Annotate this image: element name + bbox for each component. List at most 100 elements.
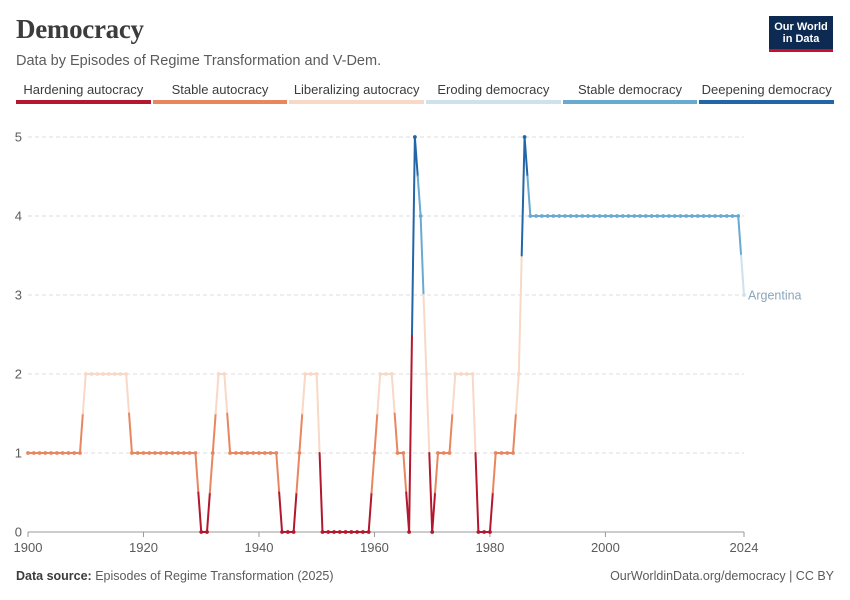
data-point[interactable]	[563, 214, 567, 218]
data-point[interactable]	[597, 214, 602, 218]
data-point[interactable]	[49, 451, 53, 455]
data-point[interactable]	[643, 214, 648, 218]
data-point[interactable]	[649, 214, 654, 218]
data-point[interactable]	[551, 214, 556, 218]
data-point[interactable]	[262, 451, 267, 455]
data-point[interactable]	[470, 372, 475, 376]
legend-item-stable-democracy[interactable]: Stable democracy	[562, 82, 698, 106]
data-point[interactable]	[499, 451, 504, 455]
data-point[interactable]	[54, 451, 59, 455]
data-point[interactable]	[661, 214, 666, 218]
data-point[interactable]	[389, 372, 394, 376]
data-point[interactable]	[540, 214, 544, 218]
data-point[interactable]	[724, 214, 729, 218]
data-point[interactable]	[233, 451, 238, 455]
series-label-argentina[interactable]: Argentina	[748, 289, 802, 303]
data-point[interactable]	[742, 293, 746, 297]
data-point[interactable]	[280, 530, 284, 534]
data-point[interactable]	[534, 214, 539, 218]
data-point[interactable]	[118, 372, 123, 376]
data-point[interactable]	[545, 214, 550, 218]
data-point[interactable]	[436, 451, 440, 455]
data-point[interactable]	[130, 451, 134, 455]
source-link[interactable]: OurWorldinData.org/democracy | CC BY	[610, 569, 834, 583]
data-point[interactable]	[326, 530, 331, 534]
data-point[interactable]	[147, 451, 152, 455]
data-point[interactable]	[378, 372, 383, 376]
data-point[interactable]	[72, 451, 77, 455]
data-point[interactable]	[407, 530, 411, 534]
data-point[interactable]	[343, 530, 348, 534]
data-point[interactable]	[603, 214, 608, 218]
data-point[interactable]	[701, 214, 706, 218]
data-point[interactable]	[695, 214, 700, 218]
data-point[interactable]	[632, 214, 637, 218]
data-point[interactable]	[638, 214, 642, 218]
data-point[interactable]	[355, 530, 360, 534]
data-point[interactable]	[672, 214, 677, 218]
data-point[interactable]	[176, 451, 181, 455]
data-point[interactable]	[418, 214, 423, 218]
data-point[interactable]	[678, 214, 683, 218]
data-point[interactable]	[332, 530, 336, 534]
data-point[interactable]	[285, 530, 290, 534]
data-point[interactable]	[574, 214, 579, 218]
data-point[interactable]	[447, 451, 452, 455]
data-point[interactable]	[31, 451, 36, 455]
data-point[interactable]	[349, 530, 354, 534]
data-point[interactable]	[516, 372, 521, 376]
data-point[interactable]	[106, 372, 111, 376]
data-point[interactable]	[730, 214, 735, 218]
data-point[interactable]	[182, 451, 186, 455]
data-point[interactable]	[626, 214, 631, 218]
data-point[interactable]	[135, 451, 140, 455]
data-point[interactable]	[158, 451, 163, 455]
data-point[interactable]	[528, 214, 533, 218]
data-point[interactable]	[124, 372, 129, 376]
data-point[interactable]	[268, 451, 273, 455]
data-point[interactable]	[488, 530, 492, 534]
data-point[interactable]	[309, 372, 313, 376]
data-point[interactable]	[291, 530, 296, 534]
data-point[interactable]	[522, 135, 527, 139]
data-point[interactable]	[66, 451, 71, 455]
data-point[interactable]	[707, 214, 712, 218]
data-point[interactable]	[83, 372, 88, 376]
data-point[interactable]	[239, 451, 244, 455]
data-point[interactable]	[297, 451, 302, 455]
data-point[interactable]	[257, 451, 261, 455]
data-point[interactable]	[505, 451, 510, 455]
data-point[interactable]	[303, 372, 308, 376]
data-point[interactable]	[684, 214, 689, 218]
data-point[interactable]	[459, 372, 463, 376]
data-point[interactable]	[274, 451, 279, 455]
data-point[interactable]	[222, 372, 227, 376]
data-point[interactable]	[690, 214, 694, 218]
data-point[interactable]	[401, 451, 406, 455]
data-point[interactable]	[615, 214, 619, 218]
data-point[interactable]	[164, 451, 169, 455]
data-point[interactable]	[193, 451, 198, 455]
data-point[interactable]	[655, 214, 660, 218]
data-point[interactable]	[453, 372, 458, 376]
data-point[interactable]	[511, 451, 515, 455]
data-point[interactable]	[424, 372, 429, 376]
data-point[interactable]	[372, 451, 377, 455]
legend-item-stable-autocracy[interactable]: Stable autocracy	[152, 82, 288, 106]
data-point[interactable]	[493, 451, 498, 455]
data-point[interactable]	[366, 530, 371, 534]
data-point[interactable]	[101, 372, 105, 376]
data-point[interactable]	[736, 214, 741, 218]
owid-logo[interactable]: Our World in Data	[769, 16, 833, 52]
data-point[interactable]	[320, 530, 325, 534]
data-point[interactable]	[464, 372, 469, 376]
legend-item-hardening-autocracy[interactable]: Hardening autocracy	[16, 82, 151, 106]
data-point[interactable]	[37, 451, 42, 455]
legend-item-eroding-democracy[interactable]: Eroding democracy	[426, 82, 561, 106]
data-point[interactable]	[141, 451, 146, 455]
data-point[interactable]	[170, 451, 175, 455]
data-point[interactable]	[78, 451, 82, 455]
data-point[interactable]	[89, 372, 94, 376]
data-point[interactable]	[580, 214, 585, 218]
data-point[interactable]	[557, 214, 562, 218]
